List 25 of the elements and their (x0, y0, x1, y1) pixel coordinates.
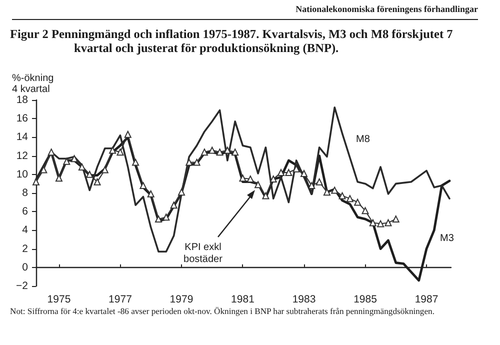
y-tick-label: 14 (16, 131, 28, 144)
x-tick-label: 1981 (231, 294, 255, 306)
y-tick-label: 6 (22, 206, 28, 218)
y-tick-label: 12 (16, 150, 28, 162)
y-tick-label: 4 (22, 224, 28, 236)
y-tick-label: 2 (22, 242, 28, 255)
text: KPI exkl bostäder (182, 242, 224, 266)
text: Not: Siffrorna för 4:e kvartalet -86 avser perioden okt-nov. Ökningen i BNP har subtraherats från penningmängdsökningen. (10, 306, 436, 317)
y-tick-label: 8 (22, 187, 28, 199)
series-label: M8 (355, 134, 371, 146)
x-tick-label: 1979 (170, 294, 194, 306)
chart-title: Figur 2 Penningmängd och inflation 1975-1987. Kvartalsvis, M3 och M8 förskjutet 7 kvartal och justerat för produktionsökning (BNP). (10, 27, 454, 55)
y-tick-label: 0 (22, 261, 28, 274)
y-tick-label: −2 (16, 280, 28, 292)
x-tick-label: 1985 (354, 294, 378, 306)
x-tick-label: 1975 (47, 294, 71, 306)
y-tick-label: 16 (16, 112, 28, 125)
x-tick-label: 1987 (414, 294, 438, 306)
text: Nationalekonomiska föreningens förhandlingar (296, 4, 478, 14)
y-axis-title: %-ökning 4 kvartal (12, 73, 54, 95)
y-tick-label: 10 (16, 168, 28, 180)
series-label: M3 (439, 233, 455, 245)
x-tick-label: 1977 (108, 294, 132, 306)
y-tick-label: 18 (16, 94, 28, 106)
x-tick-label: 1983 (292, 294, 316, 306)
